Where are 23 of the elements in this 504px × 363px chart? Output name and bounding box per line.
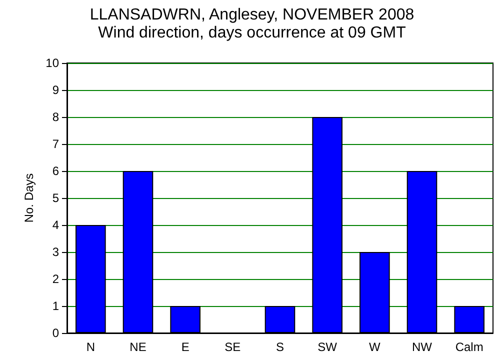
- x-tick-label: SE: [224, 340, 241, 354]
- x-tick-label: SW: [318, 340, 338, 354]
- y-tick-label: 8: [52, 110, 60, 124]
- y-tick-label: 0: [52, 326, 60, 340]
- y-tick-label: 2: [52, 272, 60, 286]
- x-tick-label: S: [276, 340, 284, 354]
- x-tick-label: E: [181, 340, 190, 354]
- y-tick-label: 9: [52, 83, 60, 97]
- x-tick-label: Calm: [455, 340, 484, 354]
- y-tick-label: 10: [46, 56, 60, 70]
- y-tick-label: 1: [52, 299, 60, 313]
- y-axis-title: No. Days: [22, 173, 36, 223]
- x-tick-label: NE: [130, 340, 146, 354]
- y-tick-label: 3: [52, 245, 60, 259]
- x-tick-label: NW: [412, 340, 433, 354]
- y-tick-label: 4: [52, 218, 60, 232]
- chart-subtitle: Wind direction, days occurrence at 09 GMT: [98, 24, 406, 42]
- chart-title: LLANSADWRN, Anglesey, NOVEMBER 2008: [90, 6, 414, 24]
- x-tick-label: N: [86, 340, 96, 354]
- x-tick-label: W: [369, 340, 382, 354]
- y-tick-label: 5: [52, 191, 60, 205]
- y-tick-label: 7: [52, 137, 60, 151]
- y-tick-label: 6: [52, 164, 60, 178]
